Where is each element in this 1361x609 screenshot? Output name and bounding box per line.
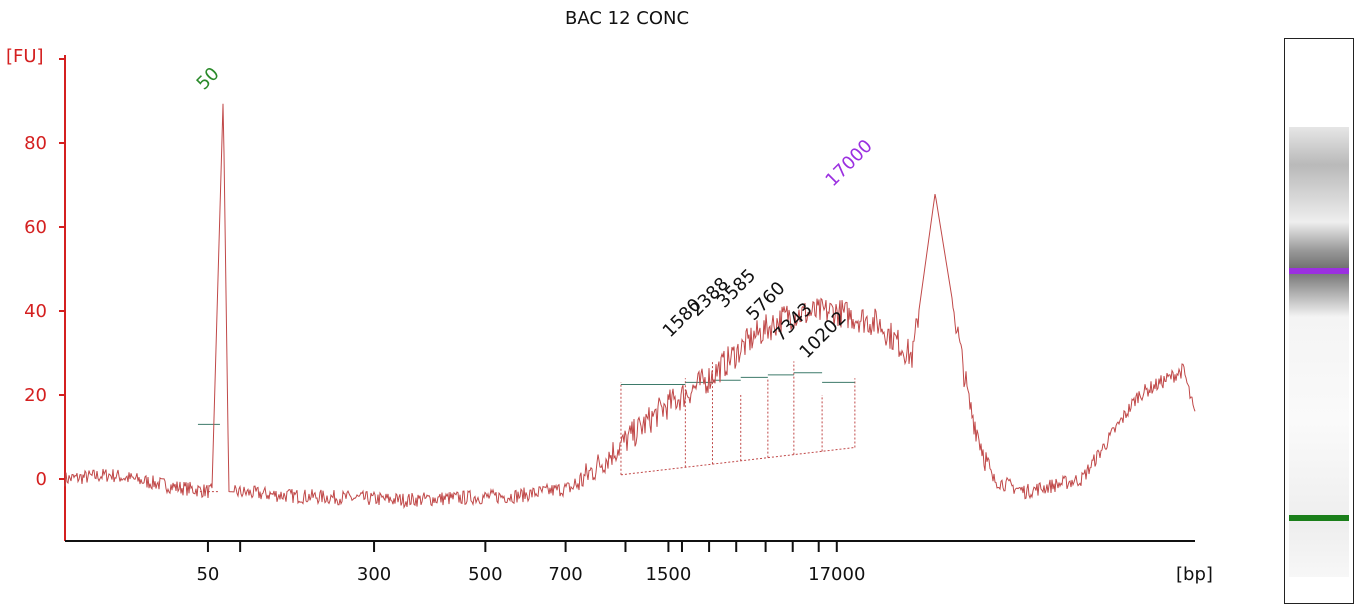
x-axis-label: [bp] xyxy=(1176,564,1213,585)
gel-upper-marker-band xyxy=(1289,268,1349,274)
trace xyxy=(64,103,1196,510)
chart-title: BAC 12 CONC xyxy=(565,8,689,29)
y-tick-label-20: 20 xyxy=(24,385,47,406)
gel-smear-upper xyxy=(1289,127,1349,317)
gel-lower-marker-band xyxy=(1289,515,1349,521)
y-tick-label-0: 0 xyxy=(36,469,47,490)
axes xyxy=(59,55,1195,542)
y-axis-label: [FU] xyxy=(6,46,44,67)
x-tick-label-17000: 17000 xyxy=(808,564,865,585)
y-tick-label-60: 60 xyxy=(24,217,47,238)
y-tick-label-80: 80 xyxy=(24,133,47,154)
x-ticks: 50 300 500 700 1500 17000 xyxy=(196,541,865,585)
trace-line xyxy=(64,103,1196,510)
gel-lane xyxy=(1284,38,1354,604)
x-tick-label-500: 500 xyxy=(468,564,502,585)
y-ticks: 0 20 40 60 80 xyxy=(24,133,65,490)
region-floor xyxy=(620,447,855,476)
x-tick-label-300: 300 xyxy=(357,564,391,585)
gel-smear-lower xyxy=(1289,317,1349,577)
x-tick-label-1500: 1500 xyxy=(646,564,692,585)
x-tick-label-50: 50 xyxy=(196,564,219,585)
marker-label-50: 50 xyxy=(193,63,224,94)
peak-regions xyxy=(197,361,856,493)
x-tick-label-700: 700 xyxy=(548,564,582,585)
y-tick-label-40: 40 xyxy=(24,301,47,322)
marker-label-17000: 17000 xyxy=(821,136,876,191)
